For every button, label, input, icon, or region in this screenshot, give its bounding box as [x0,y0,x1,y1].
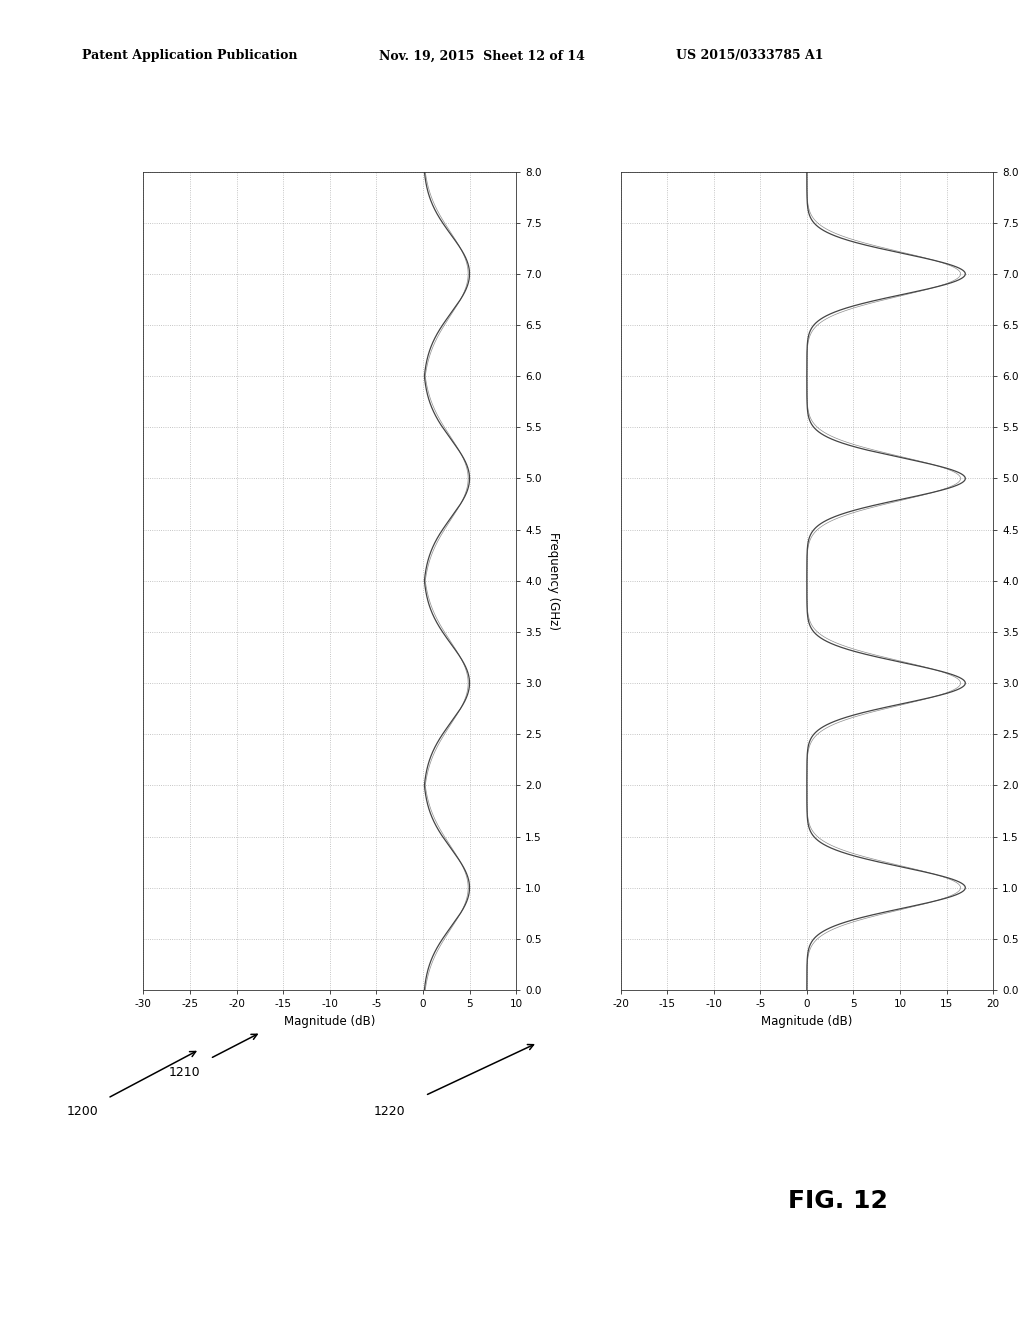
Text: Nov. 19, 2015  Sheet 12 of 14: Nov. 19, 2015 Sheet 12 of 14 [379,49,585,62]
Text: FIG. 12: FIG. 12 [788,1189,889,1213]
X-axis label: Magnitude (dB): Magnitude (dB) [284,1015,376,1027]
Text: 1220: 1220 [374,1105,406,1118]
Text: 1210: 1210 [169,1065,201,1078]
Text: US 2015/0333785 A1: US 2015/0333785 A1 [676,49,823,62]
Y-axis label: Frequency (GHz): Frequency (GHz) [548,532,560,630]
X-axis label: Magnitude (dB): Magnitude (dB) [761,1015,853,1027]
Text: 1200: 1200 [67,1105,98,1118]
Text: Patent Application Publication: Patent Application Publication [82,49,297,62]
